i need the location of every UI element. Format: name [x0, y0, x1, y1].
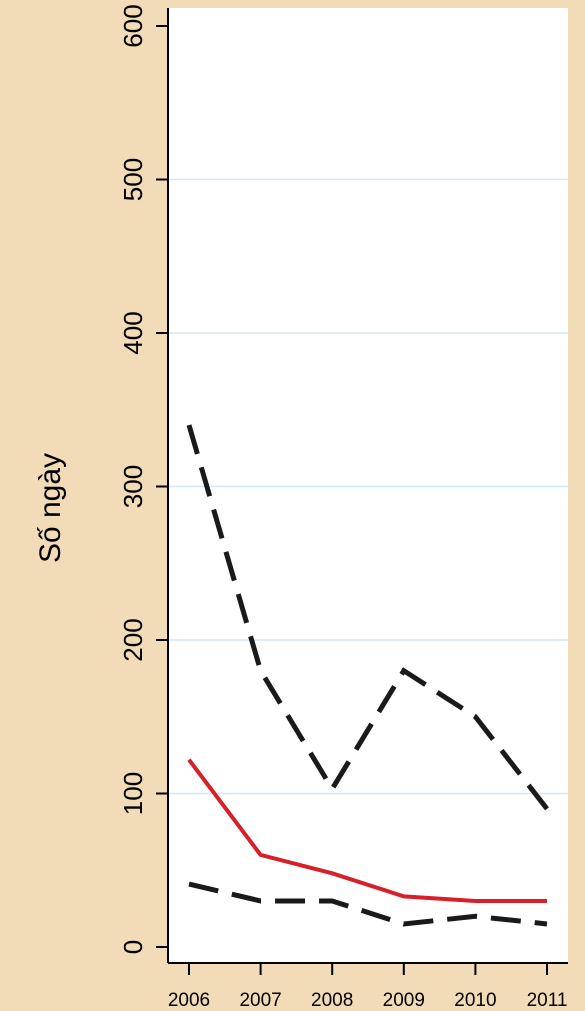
y-tick-label-200: 200 [118, 618, 148, 661]
y-tick-label-400: 400 [118, 311, 148, 354]
series-line-2 [187, 758, 547, 903]
y-tick-label-600: 600 [118, 4, 148, 47]
y-tick-label-100: 100 [118, 772, 148, 815]
y-tick-label-300: 300 [118, 465, 148, 508]
series-line-1 [186, 424, 549, 811]
tick-labels: 0 100 200 300 400 500 600 2006 2007 2008 2009 2010 2… [118, 4, 567, 1011]
x-tick-label-2008: 2008 [311, 990, 353, 1011]
x-tick-label-2007: 2007 [239, 990, 281, 1011]
series-line-3 [188, 881, 548, 927]
x-tick-label-2011: 2011 [527, 990, 568, 1011]
y-tick-label-500: 500 [118, 158, 148, 201]
y-tick-label-0: 0 [118, 940, 148, 954]
axes [156, 8, 568, 975]
plot-area [168, 8, 568, 963]
x-tick-label-2010: 2010 [454, 990, 496, 1011]
y-axis-title: Số ngày [34, 453, 67, 563]
x-tick-label-2006: 2006 [168, 990, 210, 1011]
gridlines [168, 178, 568, 795]
series-lines [186, 424, 549, 927]
x-tick-label-2009: 2009 [383, 990, 425, 1011]
